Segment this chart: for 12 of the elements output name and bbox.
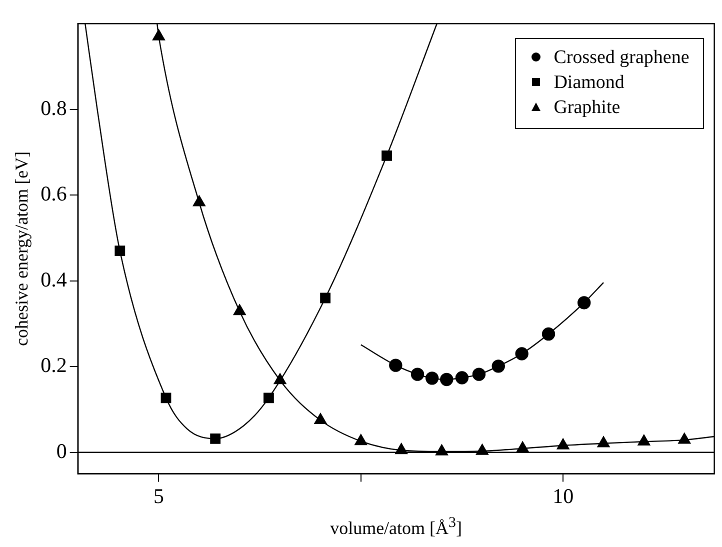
y-tick-label: 0 [56,438,67,463]
x-tick-label: 5 [153,484,164,508]
y-tick-label: 0.8 [40,96,67,120]
x-tick-label: 10 [552,484,574,508]
y-axis-title: cohesive energy/atom [eV] [12,151,32,346]
y-tick-label: 0.6 [40,182,67,206]
y-tick-label: 0.4 [40,267,68,292]
legend-label: Graphite [554,96,620,120]
y-tick-label: 0.2 [40,353,67,378]
legend-label: Diamond [554,70,624,95]
x-axis-title: volume/atom [Å$^{3}$] [330,515,462,538]
legend-label: Crossed graphene [554,46,690,70]
